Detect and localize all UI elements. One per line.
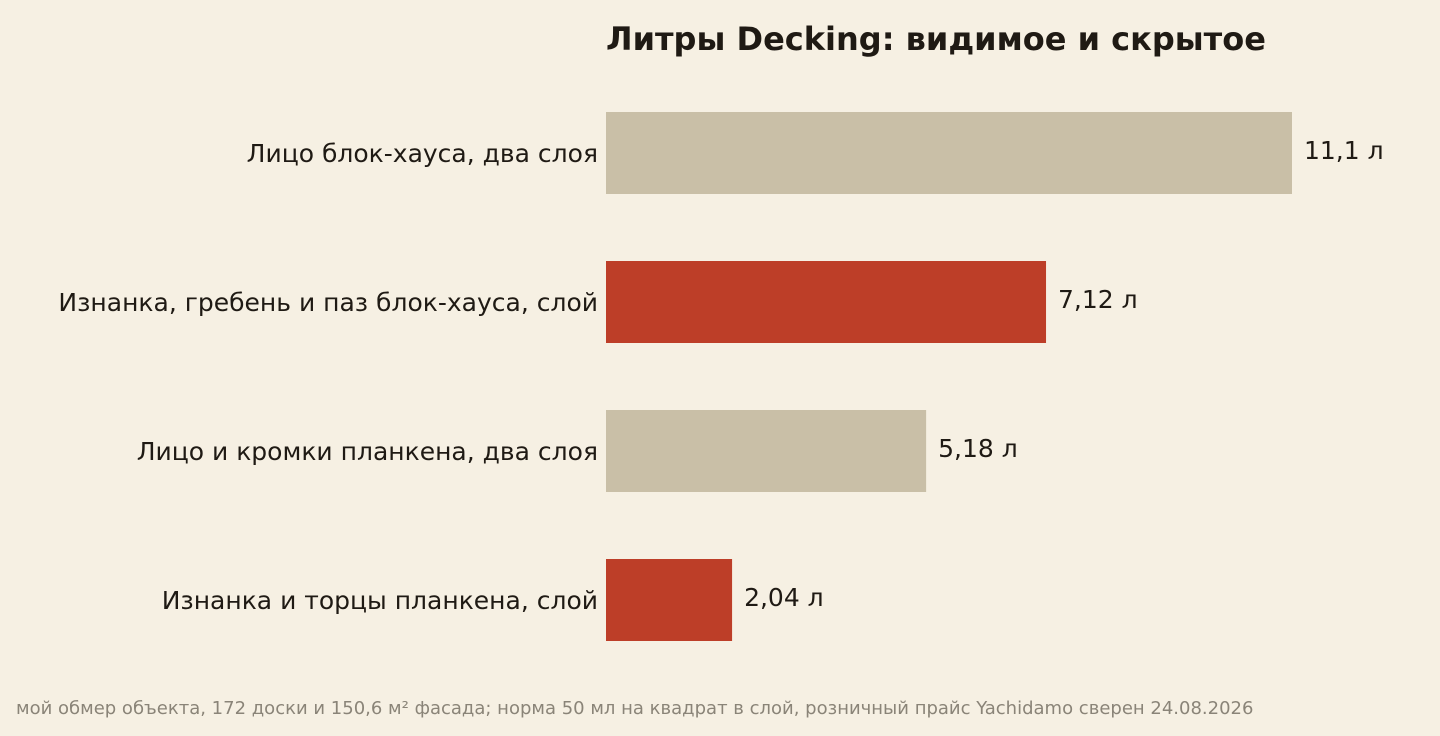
bar <box>606 112 1292 194</box>
chart-title: Литры Decking: видимое и скрытое <box>606 20 1266 58</box>
category-label: Лицо и кромки планкена, два слоя <box>137 437 598 466</box>
category-label: Лицо блок-хауса, два слоя <box>247 139 598 168</box>
bars-group: Лицо блок-хауса, два слоя 11,1 л Изнанка, … <box>58 112 1384 641</box>
value-label: 11,1 л <box>1304 136 1384 165</box>
category-label: Изнанка и торцы планкена, слой <box>162 586 598 615</box>
value-label: 5,18 л <box>938 434 1018 463</box>
value-label: 2,04 л <box>744 583 824 612</box>
bar <box>606 410 927 492</box>
category-label: Изнанка, гребень и паз блок-хауса, слой <box>58 288 598 317</box>
footnote: мой обмер объекта, 172 доски и 150,6 м² … <box>16 698 1253 719</box>
bar <box>606 261 1047 343</box>
bar <box>606 559 733 641</box>
value-label: 7,12 л <box>1058 285 1138 314</box>
